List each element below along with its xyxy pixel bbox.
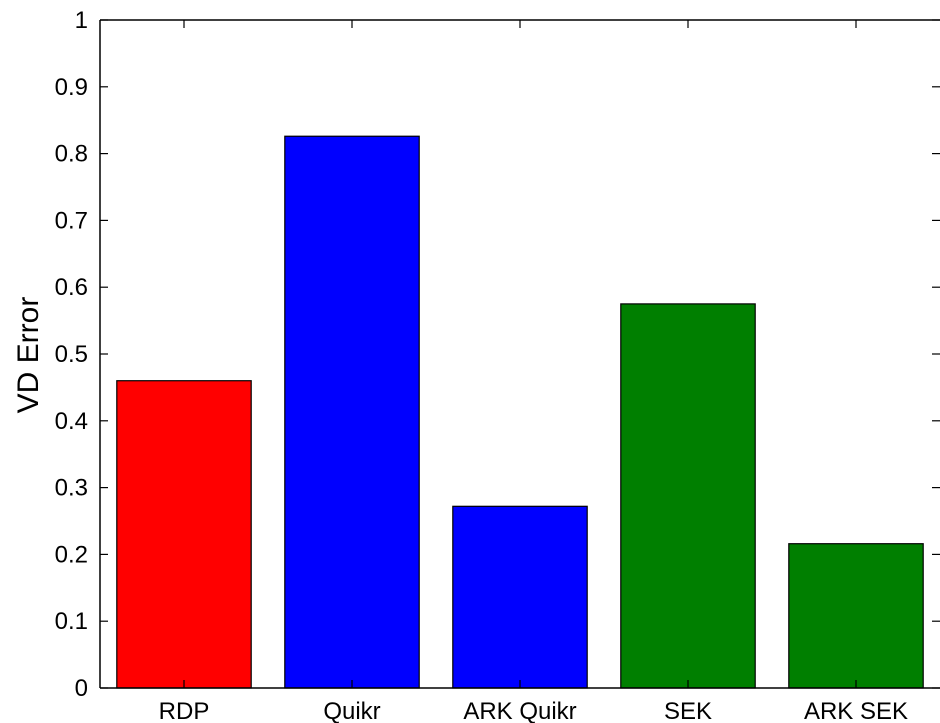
bar-sek [620, 303, 756, 689]
y-tick-label: 0.2 [55, 541, 88, 568]
y-tick-label: 0.7 [55, 207, 88, 234]
bar-quikr [284, 135, 420, 689]
x-tick-label: Quikr [323, 698, 380, 723]
y-tick-label: 0.4 [55, 408, 88, 435]
y-axis-label: VD Error [12, 297, 45, 414]
y-tick-label: 0 [75, 675, 88, 702]
x-tick-label: SEK [664, 698, 712, 723]
x-tick-label: ARK SEK [804, 698, 908, 723]
y-tick-label: 0.9 [55, 74, 88, 101]
y-tick-label: 0.1 [55, 608, 88, 635]
bar-ark-sek [788, 543, 924, 689]
y-tick-label: 0.3 [55, 475, 88, 502]
x-tick-label: RDP [159, 698, 210, 723]
x-tick-label: ARK Quikr [463, 698, 576, 723]
plot-area: 0 0.1 0.2 0.3 0.4 0.5 0.6 0.7 0.8 0.9 1 RDP Quikr ARK… [55, 7, 940, 723]
bar-rdp [116, 380, 252, 689]
y-tick-label: 1 [75, 7, 88, 34]
y-tick-label: 0.5 [55, 341, 88, 368]
y-tick-label: 0.6 [55, 274, 88, 301]
y-tick-label: 0.8 [55, 141, 88, 168]
bar-ark-quikr [452, 505, 588, 689]
